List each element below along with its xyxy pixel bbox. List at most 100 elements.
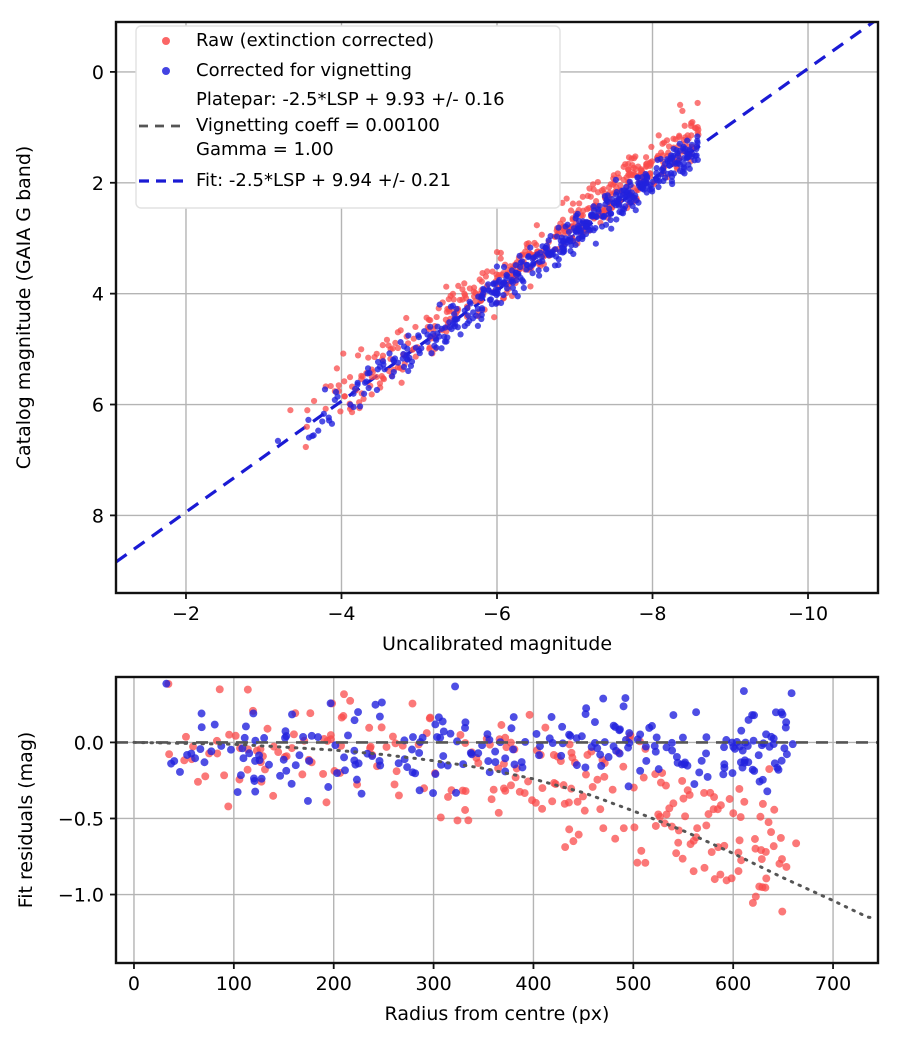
data-point bbox=[598, 187, 606, 194]
residual-point bbox=[737, 726, 746, 735]
data-point bbox=[466, 317, 473, 324]
residual-point bbox=[782, 718, 791, 727]
residual-point bbox=[716, 870, 725, 879]
residuals-axes-frame bbox=[114, 675, 880, 965]
x-tick-label: 100 bbox=[216, 973, 252, 995]
residual-point bbox=[507, 781, 515, 790]
data-point bbox=[637, 166, 645, 173]
data-point bbox=[432, 335, 439, 342]
residual-point bbox=[674, 838, 683, 847]
residual-point bbox=[251, 756, 260, 765]
data-point bbox=[333, 365, 340, 372]
x-tick-label: 200 bbox=[316, 973, 352, 995]
residual-point bbox=[599, 824, 608, 833]
residual-point bbox=[679, 794, 688, 803]
data-point bbox=[335, 382, 342, 389]
residual-point bbox=[501, 754, 510, 763]
residual-point bbox=[491, 758, 500, 767]
residual-point bbox=[483, 730, 492, 739]
residual-point bbox=[326, 699, 335, 708]
data-point bbox=[397, 339, 404, 346]
residual-point bbox=[735, 785, 744, 793]
data-point bbox=[485, 286, 492, 293]
residual-point bbox=[778, 907, 787, 916]
data-point bbox=[511, 289, 518, 296]
residual-point bbox=[525, 710, 534, 719]
residual-point bbox=[207, 747, 216, 756]
residual-point bbox=[279, 755, 288, 764]
residual-point bbox=[770, 805, 779, 814]
data-point bbox=[576, 200, 583, 207]
residual-point bbox=[743, 742, 752, 750]
data-point bbox=[449, 302, 456, 309]
data-point bbox=[508, 267, 516, 274]
residual-point bbox=[377, 698, 386, 707]
data-point bbox=[509, 284, 516, 291]
residual-point bbox=[458, 786, 467, 795]
residual-point bbox=[436, 733, 445, 742]
legend-marker bbox=[162, 67, 170, 75]
residual-point bbox=[394, 791, 403, 800]
data-point bbox=[348, 409, 356, 416]
residual-point bbox=[702, 733, 711, 742]
residual-point bbox=[165, 750, 174, 759]
residual-point bbox=[538, 784, 547, 793]
residual-point bbox=[245, 749, 254, 758]
residual-point bbox=[515, 787, 524, 796]
residual-point bbox=[722, 876, 731, 885]
data-point bbox=[603, 196, 610, 203]
residual-point bbox=[225, 730, 234, 739]
data-point bbox=[681, 170, 688, 177]
data-point bbox=[485, 281, 492, 288]
data-point bbox=[610, 199, 617, 206]
data-point bbox=[363, 378, 370, 385]
data-point bbox=[555, 224, 562, 231]
data-point bbox=[527, 283, 534, 290]
residual-point bbox=[762, 730, 771, 739]
residual-point bbox=[572, 734, 581, 743]
residual-point bbox=[762, 874, 771, 883]
data-point bbox=[644, 174, 651, 181]
data-point bbox=[358, 346, 365, 353]
data-point bbox=[598, 223, 606, 230]
residual-point bbox=[588, 782, 597, 791]
residual-point bbox=[633, 858, 642, 867]
x-axis-label: Uncalibrated magnitude bbox=[382, 633, 612, 655]
residual-point bbox=[314, 733, 323, 742]
data-point bbox=[497, 255, 504, 262]
data-point bbox=[424, 338, 431, 346]
data-point bbox=[371, 353, 378, 361]
residual-point bbox=[243, 685, 252, 694]
data-point bbox=[578, 227, 585, 234]
data-point bbox=[503, 271, 510, 279]
data-point bbox=[582, 223, 589, 230]
data-point bbox=[694, 133, 701, 140]
data-point bbox=[535, 267, 542, 274]
data-point bbox=[562, 223, 569, 230]
residual-point bbox=[619, 702, 628, 711]
data-point bbox=[686, 150, 693, 157]
residual-point bbox=[729, 809, 738, 818]
data-point bbox=[632, 192, 639, 199]
y-tick-label: −0.5 bbox=[58, 808, 104, 830]
data-point bbox=[517, 259, 524, 266]
data-point bbox=[632, 207, 639, 214]
residual-point bbox=[777, 756, 786, 765]
residual-point bbox=[307, 731, 316, 740]
residual-point bbox=[565, 730, 574, 739]
calibration-ticks: −2 −4 −6 −8 −10 0 2 4 6 8 bbox=[92, 62, 828, 625]
residual-point bbox=[625, 729, 634, 738]
data-point bbox=[685, 161, 692, 168]
residual-point bbox=[162, 679, 171, 688]
residual-point bbox=[642, 756, 651, 765]
data-point bbox=[613, 216, 620, 223]
residual-point bbox=[536, 742, 544, 751]
residual-point bbox=[737, 856, 746, 865]
residual-point bbox=[509, 713, 518, 722]
residual-point bbox=[187, 749, 196, 758]
data-point bbox=[543, 266, 550, 273]
residual-point bbox=[324, 783, 333, 791]
x-tick-label: −6 bbox=[483, 603, 511, 625]
data-point bbox=[346, 374, 354, 381]
